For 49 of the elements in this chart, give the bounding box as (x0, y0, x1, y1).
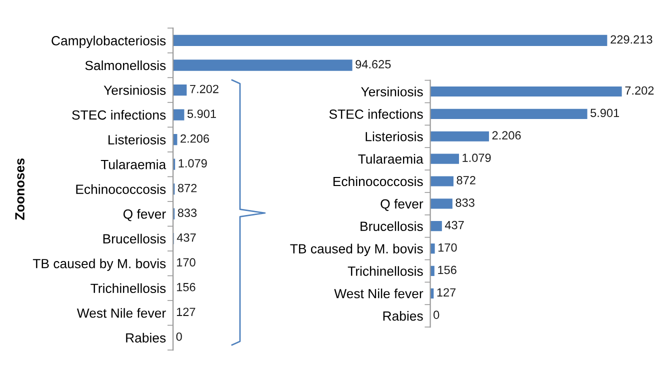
data-label: 872 (178, 184, 197, 192)
data-label: 833 (456, 198, 474, 207)
data-label: 156 (177, 282, 196, 292)
data-label: 1.079 (462, 154, 491, 162)
y-tick-label: STEC infections (329, 109, 423, 119)
data-label: 2.206 (492, 131, 521, 140)
data-label: 5.901 (590, 108, 620, 118)
data-label: 0 (434, 310, 440, 319)
y-tick-label: Brucellosis (360, 221, 423, 232)
y-tick-label: Rabies (126, 332, 166, 343)
y-axis-title: Zoonoses (15, 158, 24, 220)
y-tick-label: Salmonellosis (85, 60, 166, 70)
data-label: 170 (177, 258, 196, 267)
y-tick-label: Trichinellosis (90, 283, 166, 294)
y-tick-label: Echinococcosis (333, 176, 423, 186)
data-label: 7.202 (625, 86, 654, 95)
data-label: 833 (178, 208, 197, 218)
y-tick-label: Q fever (123, 209, 166, 222)
y-tick-label: West Nile fever (334, 288, 424, 298)
y-tick-label: Echinococcosis (76, 184, 166, 194)
y-tick-label: Listeriosis (366, 132, 423, 142)
data-label: 437 (176, 233, 196, 242)
data-label: 2.206 (180, 134, 210, 143)
data-label: 94.625 (356, 60, 391, 68)
y-tick-label: TB caused by M. bovis (32, 258, 166, 271)
data-label: 127 (176, 308, 196, 316)
data-label: 229.213 (610, 35, 652, 44)
y-tick-label: TB caused by M. bovis (290, 244, 423, 256)
y-tick-label: Rabies (383, 311, 423, 321)
data-label: 0 (176, 332, 182, 341)
data-label: 872 (456, 176, 476, 184)
y-tick-label: Yersiniosis (104, 85, 166, 95)
data-label: 5.901 (187, 110, 216, 118)
y-tick-label: Tularaemia (358, 154, 424, 164)
y-tick-label: Listeriosis (108, 134, 166, 144)
y-tick-label: Brucellosis (103, 234, 166, 244)
y-tick-label: Q fever (380, 198, 424, 211)
y-tick-label: STEC infections (72, 110, 166, 120)
data-label: 1.079 (178, 159, 207, 168)
data-label: 127 (437, 288, 456, 296)
y-tick-label: West Nile fever (76, 308, 166, 318)
y-tick-label: Campylobacteriosis (52, 36, 166, 48)
data-label: 170 (438, 243, 457, 252)
y-tick-label: Yersiniosis (361, 86, 423, 96)
y-tick-label: Tularaemia (100, 160, 166, 170)
data-label: 7.202 (190, 84, 218, 94)
y-tick-label: Trichinellosis (348, 266, 423, 276)
data-label: 437 (444, 220, 464, 230)
data-label: 156 (438, 266, 456, 274)
